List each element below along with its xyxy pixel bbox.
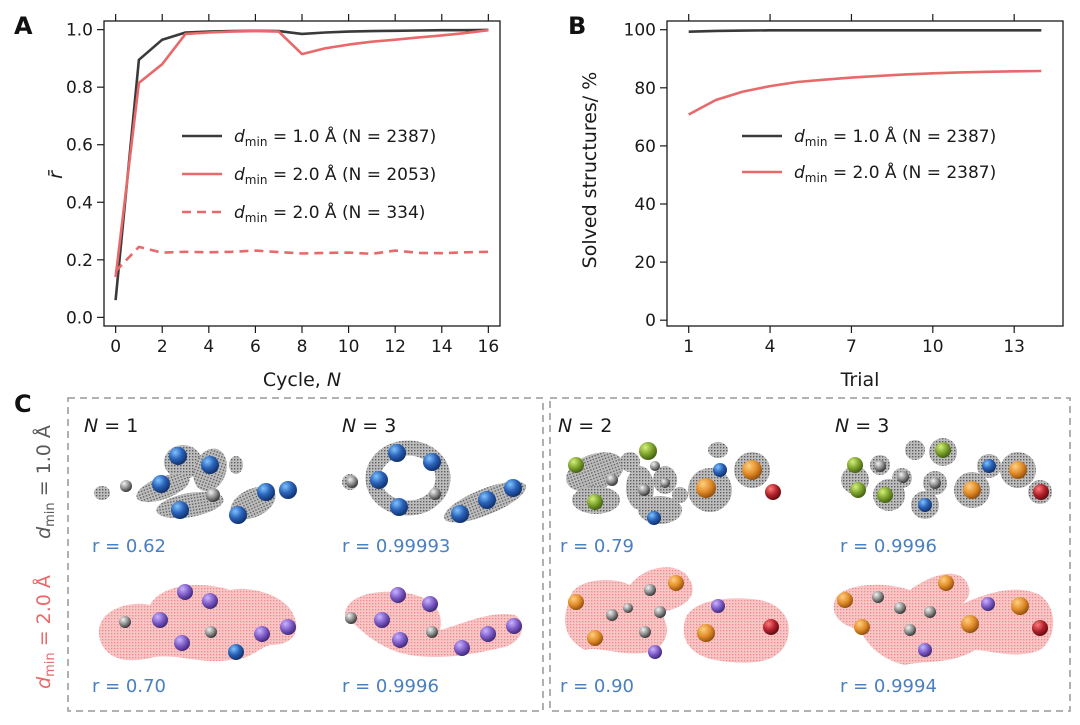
r-value-bottom-1: r = 0.70 [92,676,166,697]
legend-entry-1: dmin = 1.0 Å (N = 2387) [234,125,436,149]
panel-a-xlabel: Cycle, N [263,369,341,391]
y-tick-label: 20 [634,253,656,273]
structure-top-1 [94,445,297,524]
legend-entry-2: dmin = 2.0 Å (N = 2387) [794,161,996,185]
structure-top-2 [342,440,527,523]
series-line-2 [114,28,489,278]
panel-b: B 1 4 7 10 13 0 20 40 60 80 100 dmin = 1.0 Å (N = 2… [568,12,1064,391]
r-value-bottom-4: r = 0.9994 [840,676,937,697]
y-tick-label: 0.2 [66,251,93,271]
x-tick-label: 10 [338,337,360,357]
panel-c-group-left [67,397,544,712]
r-value-bottom-3: r = 0.90 [560,676,634,697]
x-tick-label: 8 [297,337,308,357]
y-tick-label: 60 [634,137,656,157]
legend-entry-2: dmin = 2.0 Å (N = 2053) [234,163,436,187]
x-tick-label: 4 [765,337,776,357]
legend-entry-3: dmin = 2.0 Å (N = 334) [234,201,425,225]
r-value-bottom-2: r = 0.9996 [342,676,439,697]
structure-bottom-1 [98,584,297,662]
panel-a-ylabel: r̄ [45,170,67,179]
structure-bottom-3 [565,567,789,663]
x-tick-label: 2 [157,337,168,357]
panel-a: A 0 2 4 6 8 10 12 14 16 0.0 0.2 0.4 0.6 0.8 1.0 dmin = … [14,12,501,391]
x-tick-label: 1 [683,337,694,357]
r-value-top-3: r = 0.79 [560,536,634,557]
column-label-4: N = 3 [835,415,889,437]
r-value-top-4: r = 0.9996 [840,536,937,557]
x-tick-label: 10 [922,337,944,357]
x-tick-label: 12 [384,337,406,357]
panel-letter-c: C [14,390,32,418]
y-tick-label: 0 [645,311,656,331]
y-tick-label: 80 [634,79,656,99]
y-tick-label: 1.0 [66,21,93,41]
panel-a-chart: 0 2 4 6 8 10 12 14 16 0.0 0.2 0.4 0.6 0.8 1.0 dmin = 1.… [66,14,501,357]
y-tick-label: 40 [634,195,656,215]
panel-b-chart: 1 4 7 10 13 0 20 40 60 80 100 dmin = 1.0 Å (N = 238… [624,14,1064,357]
column-label-3: N = 2 [558,415,612,437]
y-tick-label: 0.4 [66,193,93,213]
panel-letter-b: B [568,12,586,40]
r-value-top-1: r = 0.62 [92,536,166,557]
y-tick-label: 0.8 [66,78,93,98]
series-line-1 [688,28,1042,33]
structure-top-4 [841,438,1052,519]
panel-c-group-right [549,397,1071,712]
column-label-1: N = 1 [84,415,138,437]
x-tick-label: 7 [846,337,857,357]
x-tick-label: 14 [431,337,453,357]
panel-letter-a: A [14,12,33,40]
x-tick-label: 0 [110,337,121,357]
structure-bottom-4 [833,573,1054,665]
panel-b-xlabel: Trial [840,369,880,391]
series-line-3 [114,245,489,273]
x-tick-label: 13 [1003,337,1025,357]
series-line-1 [114,28,489,301]
x-tick-label: 16 [478,337,500,357]
structure-top-3 [566,442,781,525]
r-value-top-2: r = 0.99993 [342,536,450,557]
panel-c: C dmin = 1.0 Å dmin = 2.0 Å N = 1 N = 3 … [14,390,1071,712]
x-tick-label: 4 [203,337,214,357]
y-tick-label: 0.6 [66,136,93,156]
y-tick-label: 0.0 [66,308,93,328]
series-line-2 [688,69,1042,116]
column-label-2: N = 3 [342,415,396,437]
panel-b-ylabel: Solved structures/ % [579,72,601,269]
row-label-top: dmin = 1.0 Å [32,425,58,539]
legend-entry-1: dmin = 1.0 Å (N = 2387) [794,125,996,149]
structure-bottom-2 [345,587,523,658]
row-label-bottom: dmin = 2.0 Å [32,575,58,689]
plot-frame [666,20,1064,327]
y-tick-label: 100 [624,21,656,41]
x-tick-label: 6 [250,337,261,357]
